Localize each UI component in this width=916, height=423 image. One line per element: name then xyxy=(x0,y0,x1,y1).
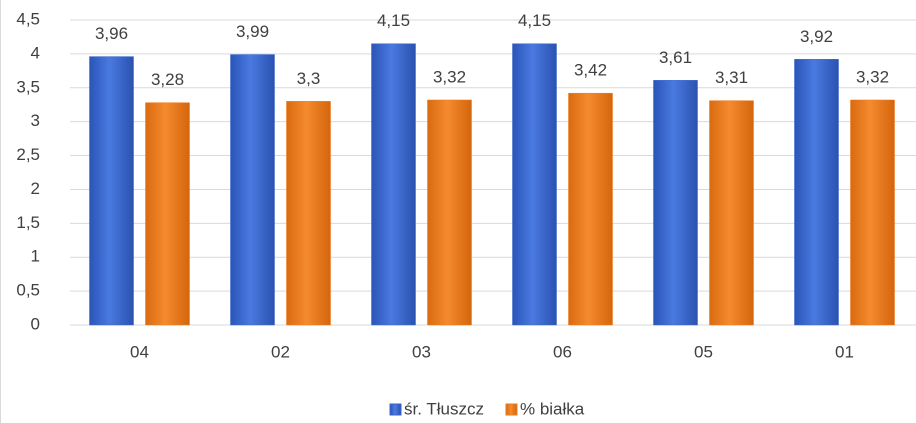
x-tick-label: 04 xyxy=(130,342,149,361)
bar xyxy=(145,102,190,326)
bar xyxy=(794,59,839,326)
x-tick-label: 03 xyxy=(412,342,431,361)
value-label: 3,61 xyxy=(659,48,692,67)
value-label: 3,99 xyxy=(236,22,269,41)
y-tick-label: 4,5 xyxy=(16,9,40,28)
x-tick-label: 01 xyxy=(835,342,854,361)
bar xyxy=(709,100,754,326)
value-label: 3,31 xyxy=(715,68,748,87)
x-tick-label: 06 xyxy=(553,342,572,361)
value-label: 3,42 xyxy=(574,61,607,80)
bar xyxy=(230,54,275,326)
value-label: 3,92 xyxy=(800,27,833,46)
y-tick-label: 3,5 xyxy=(16,77,40,96)
legend-swatch xyxy=(505,403,518,416)
y-tick-label: 4 xyxy=(31,43,40,62)
bar xyxy=(427,99,472,326)
y-tick-label: 2,5 xyxy=(16,145,40,164)
legend-swatch xyxy=(389,403,402,416)
y-tick-label: 1 xyxy=(31,247,40,266)
x-tick-label: 05 xyxy=(694,342,713,361)
y-tick-label: 3 xyxy=(31,111,40,130)
value-label: 3,32 xyxy=(856,67,889,86)
legend-label: % białka xyxy=(520,399,585,418)
bar xyxy=(850,99,895,326)
value-label: 4,15 xyxy=(518,11,551,30)
value-label: 3,28 xyxy=(151,70,184,89)
value-label: 3,96 xyxy=(95,24,128,43)
bar xyxy=(512,43,557,326)
value-label: 4,15 xyxy=(377,11,410,30)
bar xyxy=(568,92,613,326)
y-tick-label: 2 xyxy=(31,179,40,198)
y-tick-label: 0,5 xyxy=(16,281,40,300)
value-label: 3,32 xyxy=(433,67,466,86)
value-label: 3,3 xyxy=(297,69,321,88)
y-tick-label: 1,5 xyxy=(16,213,40,232)
bar xyxy=(286,101,331,326)
x-tick-label: 02 xyxy=(271,342,290,361)
bar xyxy=(653,80,698,326)
bar xyxy=(371,43,416,326)
y-tick-label: 0 xyxy=(31,314,40,333)
bar xyxy=(89,56,134,326)
legend-label: śr. Tłuszcz xyxy=(404,399,484,418)
